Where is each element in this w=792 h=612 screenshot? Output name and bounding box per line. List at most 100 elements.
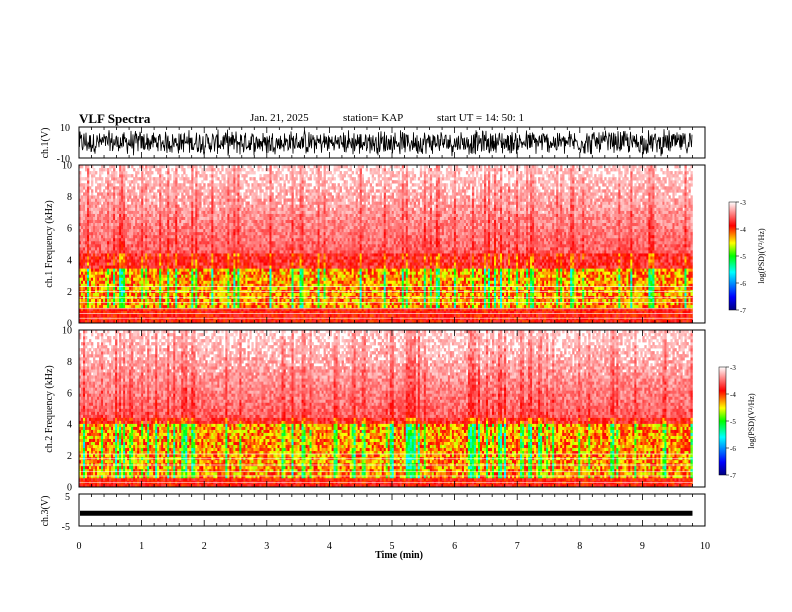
spectrogram-cell (217, 195, 220, 199)
spectrogram-cell (187, 280, 190, 284)
spectrogram-cell (175, 168, 178, 172)
spectrogram-cell (263, 256, 266, 260)
spectrogram-cell (203, 304, 206, 309)
spectrogram-cell (123, 244, 126, 248)
spectrogram-cell (153, 283, 156, 287)
spectrogram-cell (167, 219, 170, 224)
spectrogram-cell (101, 192, 104, 196)
spectrogram-cell (125, 274, 128, 278)
spectrogram-cell (221, 244, 224, 248)
spectrogram-cell (121, 195, 124, 199)
spectrogram-cell (151, 201, 154, 205)
spectrogram-cell (249, 250, 252, 254)
spectrogram-cell (239, 225, 242, 230)
spectrogram-cell (229, 186, 232, 190)
spectrogram-cell (269, 231, 272, 236)
spectrogram-cell (165, 271, 168, 275)
spectrogram-cell (155, 195, 158, 199)
spectrogram-cell (189, 231, 192, 236)
spectrogram-cell (89, 240, 92, 245)
spectrogram-cell (99, 274, 102, 278)
spectrogram-cell (199, 192, 202, 196)
spectrogram-cell (109, 256, 112, 260)
spectrogram-cell (131, 216, 134, 220)
spectrogram-cell (275, 250, 278, 254)
spectrogram-cell (269, 228, 272, 233)
spectrogram-cell (171, 204, 174, 208)
spectrogram-cell (185, 259, 188, 263)
spectrogram-cell (233, 319, 236, 324)
spectrogram-cell (215, 280, 218, 284)
spectrogram-cell (87, 216, 90, 220)
spectrogram-cell (165, 292, 168, 296)
spectrogram-cell (125, 216, 128, 220)
spectrogram-cell (211, 192, 214, 196)
spectrogram-cell (207, 250, 210, 254)
spectrogram-cell (109, 237, 112, 242)
spectrogram-cell (139, 259, 142, 263)
spectrogram-cell (105, 204, 108, 208)
spectrogram-cell (149, 295, 152, 299)
spectrogram-cell (157, 237, 160, 242)
spectrogram-cell (141, 283, 144, 287)
spectrogram-cell (267, 240, 270, 245)
spectrogram-cell (215, 228, 218, 233)
spectrogram-cell (101, 240, 104, 245)
spectrogram-cell (151, 186, 154, 190)
spectrogram-cell (161, 228, 164, 233)
spectrogram-cell (275, 240, 278, 245)
spectrogram-cell (259, 186, 262, 190)
spectrogram-cell (231, 189, 234, 193)
spectrogram-cell (229, 307, 232, 312)
spectrogram-cell (245, 286, 248, 290)
spectrogram-cell (103, 307, 106, 312)
spectrogram-cell (233, 250, 236, 254)
spectrogram-cell (275, 307, 278, 312)
spectrogram-cell (105, 240, 108, 245)
spectrogram-cell (91, 256, 94, 260)
spectrogram-cell (245, 298, 248, 303)
spectrogram-cell (97, 237, 100, 242)
spectrogram-cell (211, 228, 214, 233)
spectrogram-cell (281, 313, 284, 318)
spectrogram-cell (199, 265, 202, 269)
spectrogram-cell (277, 280, 280, 284)
spectrogram-cell (173, 177, 176, 181)
spectrogram-cell (187, 319, 190, 324)
spectrogram-cell (219, 256, 222, 260)
spectrogram-cell (237, 262, 240, 266)
spectrogram-cell (89, 277, 92, 281)
spectrogram-cell (81, 219, 84, 224)
spectrogram-cell (123, 222, 126, 227)
spectrogram-cell (193, 216, 196, 220)
spectrogram-cell (175, 277, 178, 281)
spectrogram-cell (93, 313, 96, 318)
spectrogram-cell (273, 319, 276, 324)
spectrogram-cell (147, 186, 150, 190)
spectrogram-cell (97, 262, 100, 266)
spectrogram-cell (99, 186, 102, 190)
spectrogram-cell (217, 319, 220, 324)
spectrogram-cell (133, 256, 136, 260)
spectrogram-cell (139, 277, 142, 281)
spectrogram-cell (275, 222, 278, 227)
spectrogram-cell (225, 310, 228, 315)
spectrogram-cell (265, 256, 268, 260)
spectrogram-cell (279, 247, 282, 251)
spectrogram-cell (81, 286, 84, 290)
spectrogram-cell (107, 277, 110, 281)
spectrogram-cell (115, 210, 118, 214)
spectrogram-cell (111, 310, 114, 315)
spectrogram-cell (145, 301, 148, 306)
spectrogram-cell (139, 250, 142, 254)
spectrogram-cell (197, 207, 200, 211)
spectrogram-cell (173, 225, 176, 230)
spectrogram-cell (205, 319, 208, 324)
spectrogram-cell (101, 277, 104, 281)
spectrogram-cell (113, 310, 116, 315)
spectrogram-cell (239, 259, 242, 263)
spectrogram-cell (279, 283, 282, 287)
spectrogram-cell (203, 207, 206, 211)
spectrogram-cell (267, 310, 270, 315)
